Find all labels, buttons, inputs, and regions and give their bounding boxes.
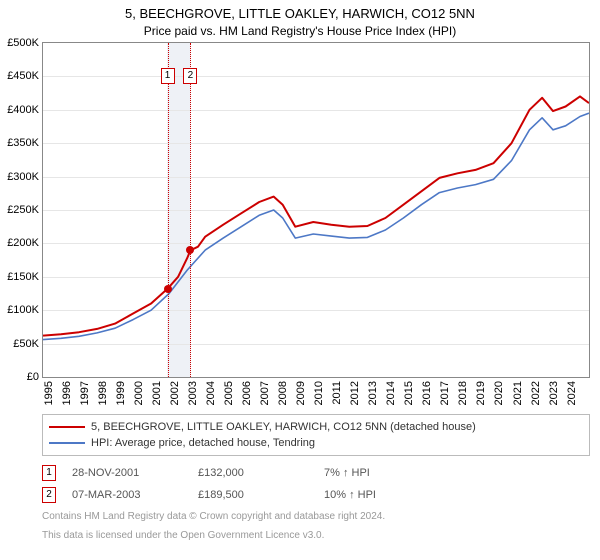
y-axis-label: £250K [7, 204, 39, 216]
sale-row-date: 07-MAR-2003 [72, 486, 182, 504]
x-axis-label: 2016 [421, 381, 433, 405]
sale-row-index: 1 [42, 465, 56, 481]
y-axis-label: £50K [13, 338, 39, 350]
x-axis-label: 2011 [331, 381, 343, 405]
legend-swatch [49, 426, 85, 428]
x-axis-label: 2024 [566, 381, 578, 405]
y-axis-label: £500K [7, 37, 39, 49]
x-axis-label: 2014 [385, 381, 397, 405]
x-axis-label: 2000 [133, 381, 145, 405]
x-axis-label: 2010 [313, 381, 325, 405]
copyright-line-1: Contains HM Land Registry data © Crown c… [42, 510, 590, 523]
x-axis-label: 2015 [403, 381, 415, 405]
x-axis-label: 2002 [169, 381, 181, 405]
y-axis-label: £200K [7, 237, 39, 249]
series-line [43, 96, 589, 335]
x-axis-label: 2013 [367, 381, 379, 405]
x-axis-label: 2004 [205, 381, 217, 405]
x-axis-label: 2005 [223, 381, 235, 405]
legend-swatch [49, 442, 85, 444]
y-axis-label: £0 [27, 371, 39, 383]
legend-label: 5, BEECHGROVE, LITTLE OAKLEY, HARWICH, C… [91, 419, 476, 435]
sale-row-price: £132,000 [198, 464, 308, 482]
sale-vline [168, 43, 169, 377]
x-axis-label: 2017 [439, 381, 451, 405]
x-axis-label: 2019 [475, 381, 487, 405]
legend-label: HPI: Average price, detached house, Tend… [91, 435, 315, 451]
x-axis-label: 2012 [349, 381, 361, 405]
x-axis-label: 2022 [530, 381, 542, 405]
y-axis-label: £100K [7, 304, 39, 316]
chart-subtitle: Price paid vs. HM Land Registry's House … [0, 22, 600, 42]
x-axis-label: 1997 [79, 381, 91, 405]
x-axis-label: 1995 [43, 381, 55, 405]
x-axis-label: 2021 [512, 381, 524, 405]
price-chart: £0£50K£100K£150K£200K£250K£300K£350K£400… [42, 42, 590, 378]
x-axis-label: 2018 [457, 381, 469, 405]
x-axis-label: 1998 [97, 381, 109, 405]
sale-row: 2 07-MAR-2003 £189,500 10% ↑ HPI [42, 486, 590, 504]
x-axis-label: 2009 [295, 381, 307, 405]
sale-row-date: 28-NOV-2001 [72, 464, 182, 482]
x-axis-label: 2020 [493, 381, 505, 405]
x-axis-label: 2006 [241, 381, 253, 405]
y-axis-label: £300K [7, 171, 39, 183]
chart-lines [43, 43, 589, 377]
chart-title: 5, BEECHGROVE, LITTLE OAKLEY, HARWICH, C… [0, 0, 600, 22]
sale-row-index: 2 [42, 487, 56, 503]
x-axis-label: 2001 [151, 381, 163, 405]
sales-table: 1 28-NOV-2001 £132,000 7% ↑ HPI 2 07-MAR-2003… [42, 464, 590, 504]
sale-row-pct: 10% ↑ HPI [324, 486, 424, 504]
x-axis-label: 2023 [548, 381, 560, 405]
y-axis-label: £350K [7, 137, 39, 149]
sale-marker-box: 2 [183, 68, 197, 84]
sale-row-price: £189,500 [198, 486, 308, 504]
x-axis-label: 1999 [115, 381, 127, 405]
sale-marker-dot [164, 285, 172, 293]
x-axis-label: 1996 [61, 381, 73, 405]
x-axis-label: 2007 [259, 381, 271, 405]
sale-marker-box: 1 [161, 68, 175, 84]
legend-row: 5, BEECHGROVE, LITTLE OAKLEY, HARWICH, C… [49, 419, 583, 435]
sale-vline [190, 43, 191, 377]
y-axis-label: £450K [7, 70, 39, 82]
copyright-line-2: This data is licensed under the Open Gov… [42, 529, 590, 542]
y-axis-label: £400K [7, 104, 39, 116]
sale-row: 1 28-NOV-2001 £132,000 7% ↑ HPI [42, 464, 590, 482]
sale-row-pct: 7% ↑ HPI [324, 464, 424, 482]
y-axis-label: £150K [7, 271, 39, 283]
legend-box: 5, BEECHGROVE, LITTLE OAKLEY, HARWICH, C… [42, 414, 590, 456]
x-axis-label: 2008 [277, 381, 289, 405]
x-axis-label: 2003 [187, 381, 199, 405]
legend-row: HPI: Average price, detached house, Tend… [49, 435, 583, 451]
sale-marker-dot [186, 246, 194, 254]
